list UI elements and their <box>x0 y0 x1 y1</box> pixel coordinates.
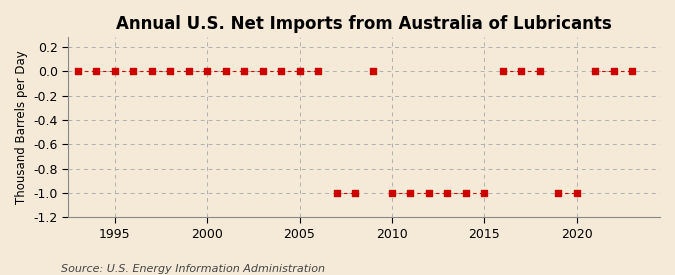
Point <box>257 69 268 74</box>
Point <box>627 69 638 74</box>
Point <box>423 191 434 195</box>
Point <box>405 191 416 195</box>
Point <box>165 69 176 74</box>
Point <box>91 69 102 74</box>
Point <box>535 69 545 74</box>
Point <box>294 69 305 74</box>
Point <box>608 69 619 74</box>
Point <box>553 191 564 195</box>
Point <box>72 69 83 74</box>
Point <box>479 191 490 195</box>
Point <box>442 191 453 195</box>
Point <box>368 69 379 74</box>
Title: Annual U.S. Net Imports from Australia of Lubricants: Annual U.S. Net Imports from Australia o… <box>116 15 612 33</box>
Point <box>590 69 601 74</box>
Point <box>572 191 583 195</box>
Point <box>497 69 508 74</box>
Point <box>516 69 526 74</box>
Point <box>202 69 213 74</box>
Y-axis label: Thousand Barrels per Day: Thousand Barrels per Day <box>15 50 28 204</box>
Point <box>275 69 286 74</box>
Point <box>183 69 194 74</box>
Point <box>220 69 231 74</box>
Point <box>239 69 250 74</box>
Point <box>109 69 120 74</box>
Point <box>460 191 471 195</box>
Text: Source: U.S. Energy Information Administration: Source: U.S. Energy Information Administ… <box>61 264 325 274</box>
Point <box>331 191 342 195</box>
Point <box>313 69 323 74</box>
Point <box>128 69 138 74</box>
Point <box>146 69 157 74</box>
Point <box>350 191 360 195</box>
Point <box>387 191 398 195</box>
